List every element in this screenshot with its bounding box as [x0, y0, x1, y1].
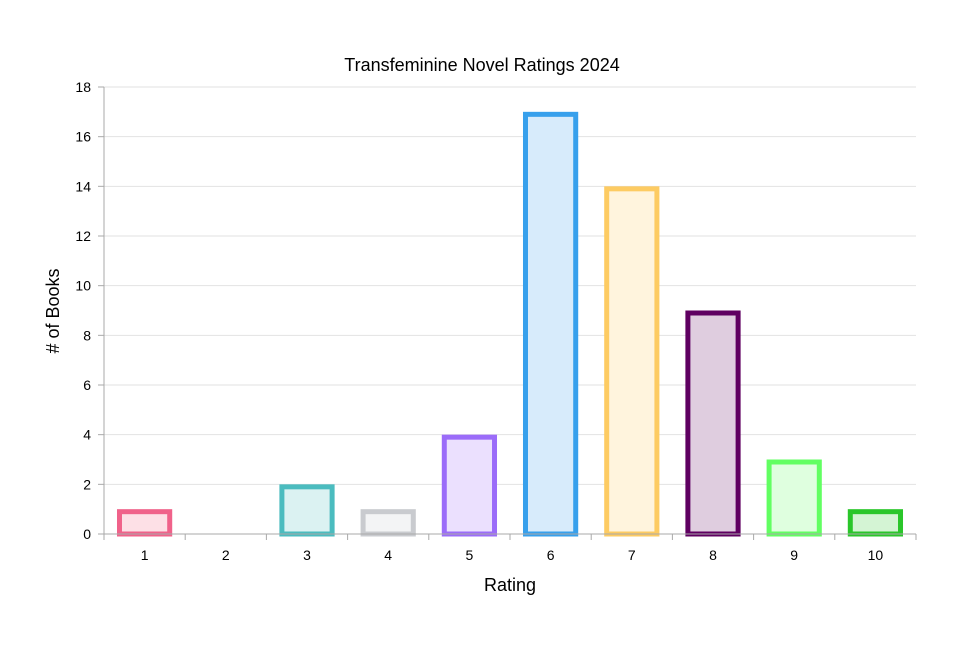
- x-tick-label: 6: [547, 547, 555, 563]
- bar-rating-5: [441, 434, 498, 537]
- axes: [98, 86, 917, 540]
- bar-rating-4: [360, 509, 416, 537]
- y-tick-label: 16: [75, 129, 91, 145]
- bar-rating-10: [847, 509, 904, 537]
- bar-rating-9: [766, 459, 822, 537]
- y-axis-title: # of Books: [43, 268, 63, 353]
- bar-rating-7: [604, 186, 660, 537]
- y-tick-label: 14: [75, 178, 91, 194]
- y-tick-label: 6: [83, 377, 91, 393]
- y-tick-label: 18: [75, 79, 91, 95]
- bars: [116, 111, 904, 537]
- chart-title: Transfeminine Novel Ratings 2024: [344, 55, 619, 75]
- x-tick-label: 4: [384, 547, 392, 563]
- y-tick-label: 2: [83, 476, 91, 492]
- y-tick-label: 4: [83, 427, 91, 443]
- x-tick-label: 9: [790, 547, 798, 563]
- x-tick-labels: 1 2 3 4 5 6 7 8 9 10: [141, 547, 884, 563]
- bar-rating-1: [116, 509, 173, 537]
- y-tick-label: 0: [83, 526, 91, 542]
- x-tick-label: 10: [868, 547, 884, 563]
- y-tick-labels: 0 2 4 6 8 10 12 14 16 18: [75, 79, 91, 542]
- x-axis-title: Rating: [484, 575, 536, 595]
- y-tick-label: 12: [75, 228, 91, 244]
- x-tick-label: 2: [222, 547, 230, 563]
- bar-rating-8: [685, 310, 741, 537]
- gridlines: [104, 86, 916, 485]
- x-tick-label: 8: [709, 547, 717, 563]
- bar-rating-3: [279, 484, 335, 537]
- x-tick-label: 3: [303, 547, 311, 563]
- x-tick-label: 1: [141, 547, 149, 563]
- y-tick-label: 8: [83, 327, 91, 343]
- x-tick-label: 7: [628, 547, 636, 563]
- y-tick-label: 10: [75, 278, 91, 294]
- bar-rating-6: [522, 111, 579, 537]
- x-tick-label: 5: [466, 547, 474, 563]
